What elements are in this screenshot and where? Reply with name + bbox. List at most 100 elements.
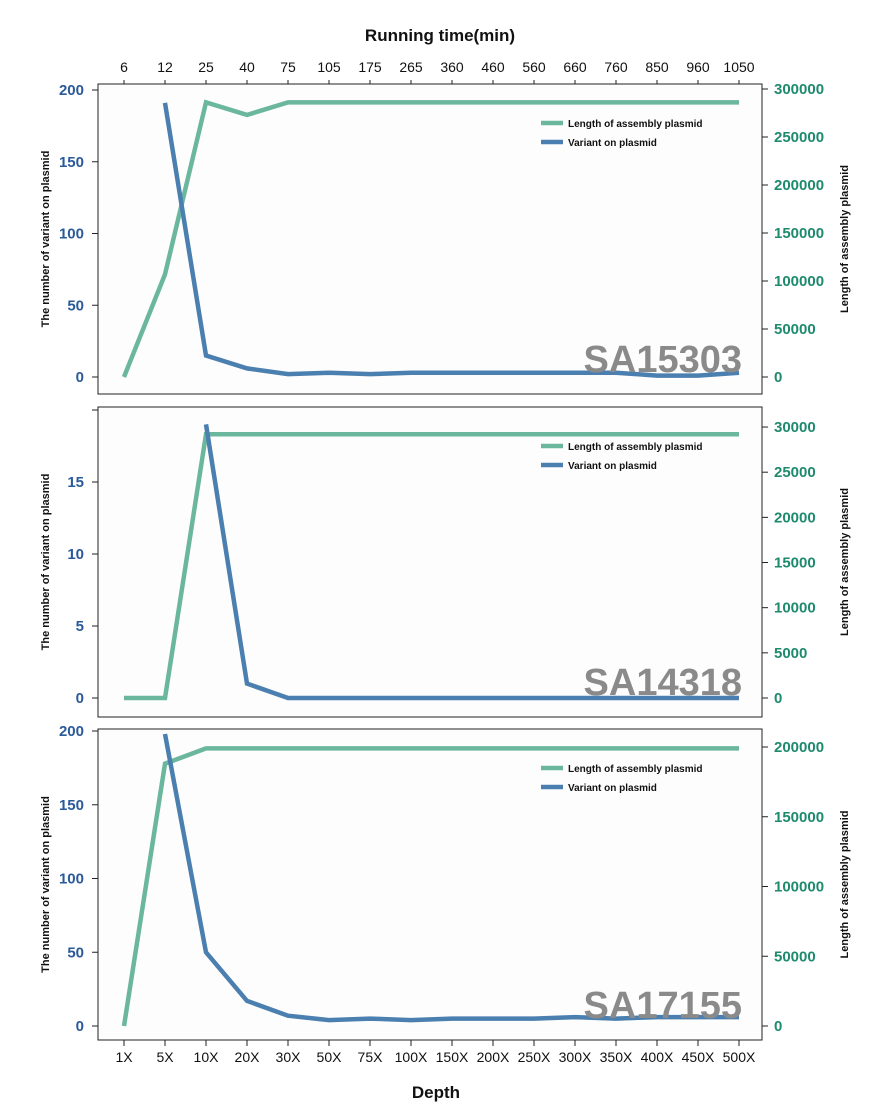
top-tick-label: 360 (440, 59, 464, 75)
left-axis: 0 5 10 15 (67, 409, 98, 707)
panel-frame (97, 83, 763, 395)
series-group (124, 424, 739, 701)
bottom-tick-label: 400X (641, 1049, 674, 1065)
right-tick-label: 250000 (774, 129, 824, 146)
right-tick-label: 300000 (774, 81, 824, 98)
left-tick-label: 0 (76, 690, 84, 707)
legend: Length of assembly plasmid Variant on pla… (541, 764, 702, 794)
top-tick-label: 850 (645, 59, 669, 75)
bottom-tick-label: 300X (559, 1049, 592, 1065)
length-series-line (121, 99, 739, 378)
panel-label: SA17155 (584, 985, 742, 1027)
legend-label: Length of assembly plasmid (568, 764, 702, 775)
right-axis-title: Length of assembly plasmid (839, 165, 851, 313)
bottom-tick-label: 500X (723, 1049, 756, 1065)
legend-label: Variant on plasmid (568, 461, 657, 472)
right-tick-label: 100000 (774, 273, 824, 290)
legend-label: Length of assembly plasmid (568, 119, 702, 130)
right-tick-label: 0 (774, 690, 782, 707)
right-axis: 0 50000 100000 150000 200000 (762, 739, 824, 1035)
variant-series-line (203, 424, 739, 701)
left-tick-label: 5 (76, 618, 84, 635)
bottom-tick-label: 1X (115, 1049, 133, 1065)
legend-label: Length of assembly plasmid (568, 442, 702, 453)
right-tick-label: 50000 (774, 948, 816, 965)
right-tick-label: 100000 (774, 879, 824, 896)
top-axis-title: Running time(min) (365, 26, 515, 45)
left-tick-label: 150 (59, 154, 84, 171)
top-tick-label: 75 (280, 59, 296, 75)
bottom-tick-label: 75X (358, 1049, 384, 1065)
panel-SA15303: 0 50 100 150 200 0 50000 100000 150000 200000 2500… (40, 81, 851, 395)
legend: Length of assembly plasmid Variant on pla… (541, 119, 702, 149)
legend-label: Variant on plasmid (568, 138, 657, 149)
right-tick-label: 5000 (774, 645, 807, 662)
length-series-line (121, 746, 739, 1027)
right-tick-label: 15000 (774, 555, 816, 572)
legend: Length of assembly plasmid Variant on pla… (541, 442, 702, 472)
top-tick-label: 1050 (723, 59, 754, 75)
right-tick-label: 0 (774, 1018, 782, 1035)
top-tick-label: 40 (239, 59, 255, 75)
right-axis-title: Length of assembly plasmid (839, 488, 851, 636)
left-tick-label: 100 (59, 871, 84, 888)
top-tick-label: 175 (358, 59, 382, 75)
right-tick-label: 200000 (774, 739, 824, 756)
panels: 6 12 25 40 75 105 175 265 360 460 560 660 760 850 960 1… (40, 59, 851, 1065)
left-tick-label: 100 (59, 226, 84, 243)
left-tick-label: 50 (67, 297, 84, 314)
right-tick-label: 20000 (774, 509, 816, 526)
right-axis: 0 50000 100000 150000 200000 250000 300000 (762, 81, 824, 386)
bottom-axis: 1X 5X 10X 20X 30X 50X 75X 100X 150X 200X 250X 300X 3… (115, 1040, 756, 1065)
top-tick-label: 25 (198, 59, 214, 75)
top-tick-label: 560 (522, 59, 546, 75)
series-group (121, 733, 739, 1027)
left-tick-label: 200 (59, 723, 84, 740)
variant-series-line (162, 102, 740, 378)
left-tick-label: 0 (76, 1018, 84, 1035)
top-tick-label: 12 (157, 59, 173, 75)
top-tick-label: 760 (604, 59, 628, 75)
variant-series-line (162, 733, 739, 1023)
top-axis-title-group: Running time(min) (365, 26, 515, 45)
bottom-axis-title-group: Depth (412, 1083, 460, 1102)
legend-label: Variant on plasmid (568, 783, 657, 794)
bottom-axis-title: Depth (412, 1083, 460, 1102)
bottom-tick-label: 50X (317, 1049, 343, 1065)
bottom-tick-label: 5X (156, 1049, 174, 1065)
left-axis: 0 50 100 150 200 (59, 82, 98, 386)
bottom-tick-label: 20X (235, 1049, 261, 1065)
bottom-tick-label: 10X (194, 1049, 220, 1065)
top-tick-label: 6 (120, 59, 128, 75)
bottom-tick-label: 200X (477, 1049, 510, 1065)
left-tick-label: 10 (67, 546, 84, 563)
left-tick-label: 150 (59, 797, 84, 814)
right-tick-label: 10000 (774, 600, 816, 617)
left-tick-label: 50 (67, 944, 84, 961)
top-tick-label: 460 (481, 59, 505, 75)
panel-frame (97, 406, 763, 718)
panel-SA17155: 0 50 100 150 200 0 50000 100000 150000 200000 The … (40, 723, 851, 1041)
right-tick-label: 30000 (774, 419, 816, 436)
right-tick-label: 50000 (774, 321, 816, 338)
top-tick-label: 960 (686, 59, 710, 75)
bottom-tick-label: 150X (436, 1049, 469, 1065)
bottom-tick-label: 350X (600, 1049, 633, 1065)
series-group (121, 99, 740, 378)
right-tick-label: 0 (774, 369, 782, 386)
panel-SA14318: 0 5 10 15 0 5000 10000 15000 20000 25000 30000 The … (40, 406, 851, 718)
right-tick-label: 200000 (774, 177, 824, 194)
panel-frame (97, 728, 763, 1041)
left-tick-label: 15 (67, 474, 84, 491)
panel-label: SA15303 (584, 339, 742, 381)
top-tick-label: 265 (399, 59, 423, 75)
right-axis-title: Length of assembly plasmid (839, 811, 851, 959)
right-axis: 0 5000 10000 15000 20000 25000 30000 (762, 419, 816, 707)
top-axis: 6 12 25 40 75 105 175 265 360 460 560 660 760 850 960 1… (120, 59, 755, 84)
right-tick-label: 150000 (774, 225, 824, 242)
left-axis: 0 50 100 150 200 (59, 723, 98, 1035)
top-tick-label: 105 (317, 59, 341, 75)
panel-label: SA14318 (584, 662, 742, 704)
length-series-line (124, 432, 739, 701)
left-axis-title: The number of variant on plasmid (40, 474, 52, 651)
